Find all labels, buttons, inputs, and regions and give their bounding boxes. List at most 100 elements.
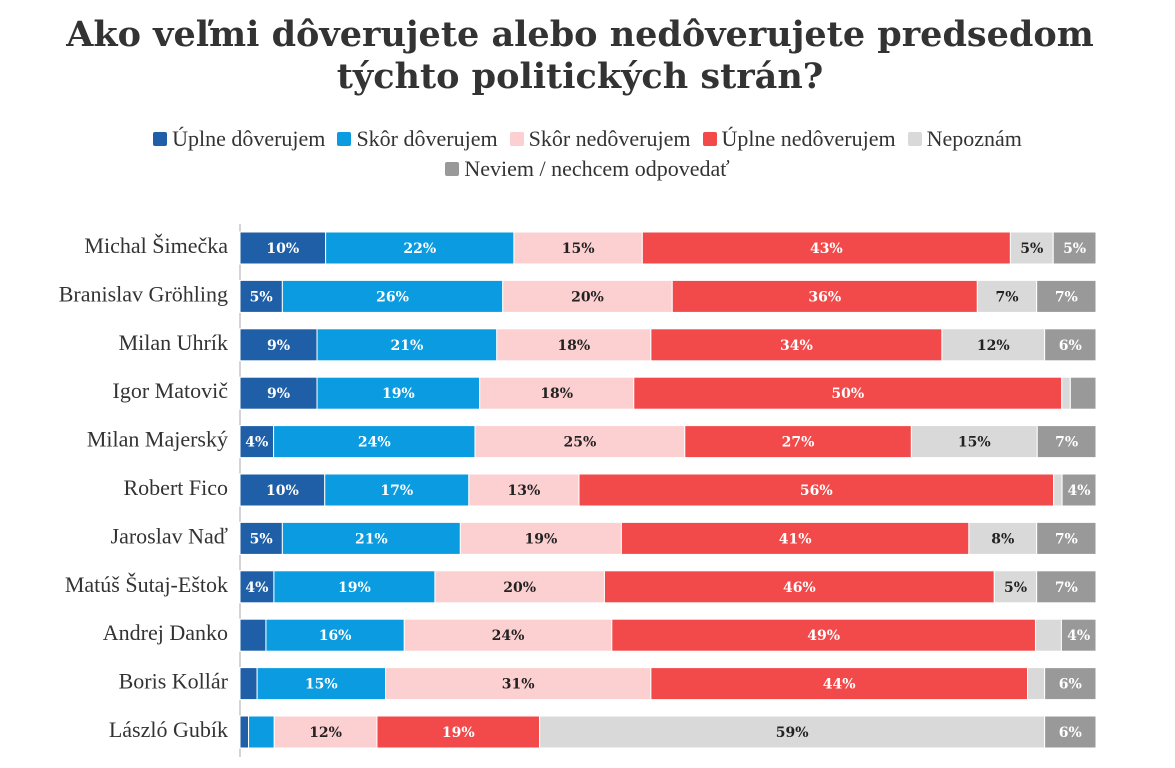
value-label: 6%: [1059, 725, 1082, 741]
bar-segment: [1060, 618, 1097, 652]
bar-segment: [496, 328, 652, 362]
value-label: 9%: [267, 338, 290, 354]
legend-label: Neviem / nechcem odpovedať: [464, 156, 730, 181]
value-label: 4%: [245, 580, 268, 596]
bar-segment: [248, 715, 275, 749]
bar-segment: [239, 715, 250, 749]
value-label: 6%: [1059, 677, 1082, 693]
value-label: 26%: [376, 289, 409, 305]
value-label: 5%: [1063, 241, 1086, 257]
value-label: 4%: [1067, 628, 1090, 644]
bar-segment: [273, 715, 378, 749]
bar-segment: [1053, 473, 1063, 507]
bar-segment: [502, 279, 673, 313]
bar-segment: [641, 231, 1011, 265]
bar-segment: [941, 328, 1046, 362]
value-label: 18%: [557, 338, 590, 354]
value-label: 17%: [380, 483, 413, 499]
bar-segment: [650, 667, 1029, 701]
value-label: 24%: [492, 628, 525, 644]
bar-segment: [239, 667, 258, 701]
legend-item: Skôr dôverujem: [337, 124, 498, 154]
legend-item: Skôr nedôverujem: [509, 124, 691, 154]
bar-segment: [385, 667, 652, 701]
bar-segment: [650, 328, 943, 362]
bar-segment: [578, 473, 1055, 507]
bar-segment: [239, 521, 283, 555]
value-label: 43%: [810, 241, 843, 257]
bar-segment: [1061, 376, 1071, 410]
value-label: 16%: [319, 628, 352, 644]
legend-swatch: [445, 162, 460, 176]
value-label: 31%: [502, 677, 535, 693]
bar-segment: [239, 376, 318, 410]
legend-swatch: [509, 132, 524, 146]
category-label: Igor Matovič: [113, 378, 229, 403]
chart-title: Ako veľmi dôverujete alebo nedôverujete …: [66, 14, 1094, 97]
value-label: 22%: [403, 241, 436, 257]
bar-segment: [1036, 425, 1097, 459]
bar-segment: [239, 570, 275, 604]
bar-segment: [968, 521, 1038, 555]
value-label: 7%: [1055, 580, 1078, 596]
value-label: 7%: [1055, 289, 1078, 305]
value-label: 5%: [250, 531, 273, 547]
legend-label: Úplne nedôverujem: [721, 126, 896, 151]
value-label: 44%: [823, 677, 856, 693]
bar-segment: [479, 376, 635, 410]
value-label: 27%: [782, 435, 815, 451]
bar-segment: [1061, 473, 1097, 507]
value-label: 15%: [305, 677, 338, 693]
bar-segment: [376, 715, 541, 749]
value-label: 4%: [1068, 483, 1091, 499]
legend-label: Úplne dôverujem: [172, 126, 326, 151]
value-label: 19%: [382, 386, 415, 402]
value-label: 24%: [358, 435, 391, 451]
category-label: Michal Šimečka: [84, 233, 228, 258]
value-label: 20%: [571, 289, 604, 305]
legend: Úplne dôverujem Skôr dôverujem Skôr nedôve…: [20, 124, 1155, 184]
value-label: 12%: [309, 725, 342, 741]
bar-segment: [316, 376, 481, 410]
bar-segment: [1044, 715, 1097, 749]
value-label: 46%: [783, 580, 816, 596]
value-label: 21%: [391, 338, 424, 354]
bar-segment: [325, 231, 515, 265]
legend-swatch: [337, 132, 352, 146]
value-label: 13%: [508, 483, 541, 499]
value-label: 41%: [779, 531, 812, 547]
category-label: Milan Majerský: [87, 427, 228, 452]
bar-segment: [256, 667, 387, 701]
bar-segment: [1027, 667, 1046, 701]
legend-item: Úplne nedôverujem: [702, 124, 896, 154]
value-label: 7%: [1055, 531, 1078, 547]
bar-segment: [273, 425, 476, 459]
bar-segment: [513, 231, 643, 265]
value-label: 25%: [563, 435, 596, 451]
bar-segment: [910, 425, 1038, 459]
bar-segment: [1036, 570, 1097, 604]
bar-segment: [265, 618, 405, 652]
value-label: 49%: [807, 628, 840, 644]
legend-item: Úplne dôverujem: [153, 124, 325, 154]
bar-segment: [459, 521, 622, 555]
bar-segment: [671, 279, 978, 313]
value-label: 59%: [776, 725, 809, 741]
bar-segment: [239, 328, 318, 362]
value-label: 34%: [780, 338, 813, 354]
value-label: 6%: [1059, 338, 1082, 354]
category-label: Robert Fico: [124, 475, 229, 500]
category-label: Boris Kollár: [119, 669, 229, 694]
legend-swatch: [702, 132, 717, 146]
value-label: 15%: [562, 241, 595, 257]
category-label: Milan Uhrík: [119, 330, 228, 355]
value-label: 50%: [831, 386, 864, 402]
bar-segment: [993, 570, 1038, 604]
bar-segment: [1044, 667, 1097, 701]
value-label: 8%: [991, 531, 1014, 547]
bar-segment: [620, 521, 970, 555]
value-label: 19%: [524, 531, 557, 547]
bar-segment: [539, 715, 1046, 749]
